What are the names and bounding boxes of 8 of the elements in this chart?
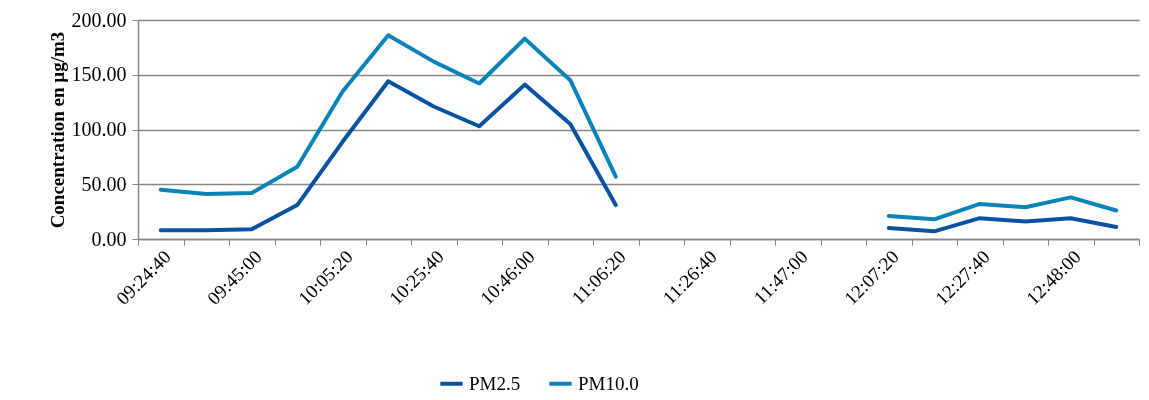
y-tick-label: 50.00 <box>81 172 127 195</box>
legend-label: PM10.0 <box>578 372 639 394</box>
y-axis-title: Concentration en µg/m3 <box>46 31 68 229</box>
legend-label: PM2.5 <box>469 372 521 394</box>
y-tick-label: 200.00 <box>71 8 127 31</box>
y-tick-label: 150.00 <box>71 63 127 86</box>
y-tick-label: 100.00 <box>71 118 127 140</box>
y-tick-label: 0.00 <box>91 227 127 250</box>
